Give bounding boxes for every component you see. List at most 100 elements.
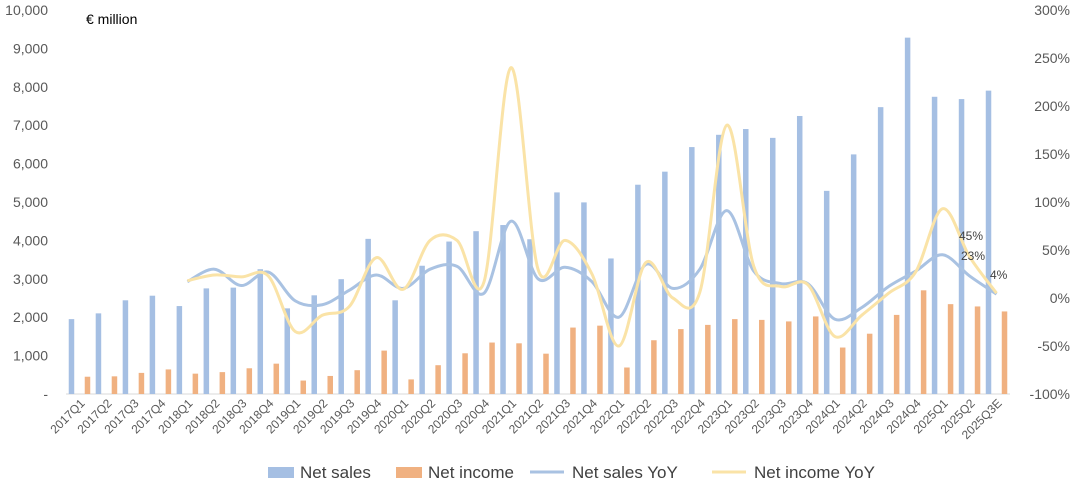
legend-label: Net sales xyxy=(300,463,371,482)
legend-label: Net income YoY xyxy=(754,463,875,482)
net-income-bar xyxy=(651,340,657,394)
net-income-bar xyxy=(111,376,118,394)
right-tick-label: 250% xyxy=(1034,50,1070,66)
net-income-bar xyxy=(138,372,145,394)
net-income-bar xyxy=(705,324,711,394)
net-sales-bar xyxy=(122,300,129,394)
net-income-bar xyxy=(866,333,873,394)
net-income-bar xyxy=(516,343,522,394)
net-sales-bar xyxy=(284,308,291,394)
unit-label: € million xyxy=(86,11,137,27)
left-tick-label: - xyxy=(43,386,48,402)
net-income-bar xyxy=(84,376,91,394)
right-tick-label: 150% xyxy=(1034,146,1070,162)
net-income-bar xyxy=(489,342,495,394)
right-tick-label: 0% xyxy=(1050,290,1070,306)
net-income-bar xyxy=(759,319,765,394)
net-sales-bar xyxy=(823,190,830,394)
net-sales-bar xyxy=(149,295,156,394)
net-sales-bar xyxy=(877,107,884,394)
net-income-bar xyxy=(812,316,819,394)
annotation-label: 23% xyxy=(961,249,985,263)
right-tick-label: -50% xyxy=(1037,338,1070,354)
net-sales-bar xyxy=(230,287,237,394)
net-sales-bar xyxy=(176,306,183,394)
net-income-bar xyxy=(785,321,792,394)
net-sales-bar xyxy=(581,202,587,394)
left-tick-label: 7,000 xyxy=(13,117,48,133)
net-sales-bar xyxy=(446,241,452,394)
net-income-bar xyxy=(597,325,603,394)
legend-label: Net sales YoY xyxy=(572,463,678,482)
net-income-bar xyxy=(327,375,333,394)
net-income-bar xyxy=(920,290,927,394)
net-sales-bar xyxy=(769,137,776,394)
net-sales-bar xyxy=(392,300,398,394)
net-income-bar xyxy=(624,367,630,394)
net-sales-bar xyxy=(716,134,722,395)
left-tick-label: 4,000 xyxy=(13,232,48,248)
net-sales-bar xyxy=(904,37,911,394)
left-tick-label: 2,000 xyxy=(13,309,48,325)
right-tick-label: 50% xyxy=(1042,242,1070,258)
net-income-bar xyxy=(219,372,226,394)
annotation-label: 4% xyxy=(990,268,1008,282)
net-sales-bar xyxy=(743,129,749,395)
bars xyxy=(68,37,1008,395)
net-sales-bar xyxy=(689,147,695,394)
legend-label: Net income xyxy=(428,463,514,482)
net-sales-bar xyxy=(958,99,965,394)
net-sales-bar xyxy=(527,239,533,394)
net-income-bar xyxy=(300,380,307,394)
left-tick-label: 6,000 xyxy=(13,156,48,172)
net-sales-bar xyxy=(203,288,210,394)
left-tick-label: 10,000 xyxy=(5,2,48,18)
net-sales-bar xyxy=(338,279,344,394)
net-sales-bar xyxy=(365,238,371,394)
right-axis-ticks: -100% -50% 0% 50% 100% 150% 200% 250% 300% xyxy=(1030,2,1070,402)
left-tick-label: 1,000 xyxy=(13,348,48,364)
net-income-bar xyxy=(273,363,280,394)
net-sales-bar xyxy=(419,265,425,394)
right-tick-label: 300% xyxy=(1034,2,1070,18)
x-axis-ticks: 2017Q12017Q22017Q32017Q42018Q12018Q22018… xyxy=(48,396,1005,442)
lines xyxy=(186,66,998,348)
net-sales-bar xyxy=(311,295,317,394)
net-sales-bar xyxy=(850,154,857,394)
left-axis-ticks: - 1,000 2,000 3,000 4,000 5,000 6,000 7,000 8,00… xyxy=(5,2,48,402)
net-income-bar xyxy=(678,329,684,394)
right-tick-label: 200% xyxy=(1034,98,1070,114)
net-income-bar xyxy=(1001,311,1008,394)
net-income-bar xyxy=(246,368,253,394)
left-tick-label: 9,000 xyxy=(13,40,48,56)
left-tick-label: 8,000 xyxy=(13,79,48,95)
net-income-bar xyxy=(408,379,414,394)
right-tick-label: -100% xyxy=(1030,386,1070,402)
net-income-yoy-line xyxy=(187,66,998,348)
net-income-bar xyxy=(947,304,954,394)
net-income-bar xyxy=(381,350,387,394)
left-tick-label: 3,000 xyxy=(13,271,48,287)
net-income-bar xyxy=(354,370,360,394)
net-income-bar xyxy=(839,347,846,394)
legend-swatch xyxy=(396,467,422,478)
net-sales-bar xyxy=(608,258,614,394)
net-income-bar xyxy=(974,306,981,394)
net-income-bar xyxy=(192,373,199,394)
net-sales-bar xyxy=(985,90,992,394)
right-tick-label: 100% xyxy=(1034,194,1070,210)
net-sales-bar xyxy=(473,231,479,394)
net-income-bar xyxy=(435,365,441,394)
net-income-bar xyxy=(732,319,738,394)
net-income-bar xyxy=(462,353,468,394)
left-tick-label: 5,000 xyxy=(13,194,48,210)
legend: Net sales Net income Net sales YoY Net inco… xyxy=(268,463,875,482)
net-sales-bar xyxy=(500,225,506,394)
net-sales-bar xyxy=(796,115,803,394)
net-income-bar xyxy=(543,353,549,394)
net-sales-bar xyxy=(257,269,264,394)
net-sales-bar xyxy=(95,313,102,394)
net-sales-bar xyxy=(554,192,560,394)
net-sales-yoy-line xyxy=(186,209,998,322)
